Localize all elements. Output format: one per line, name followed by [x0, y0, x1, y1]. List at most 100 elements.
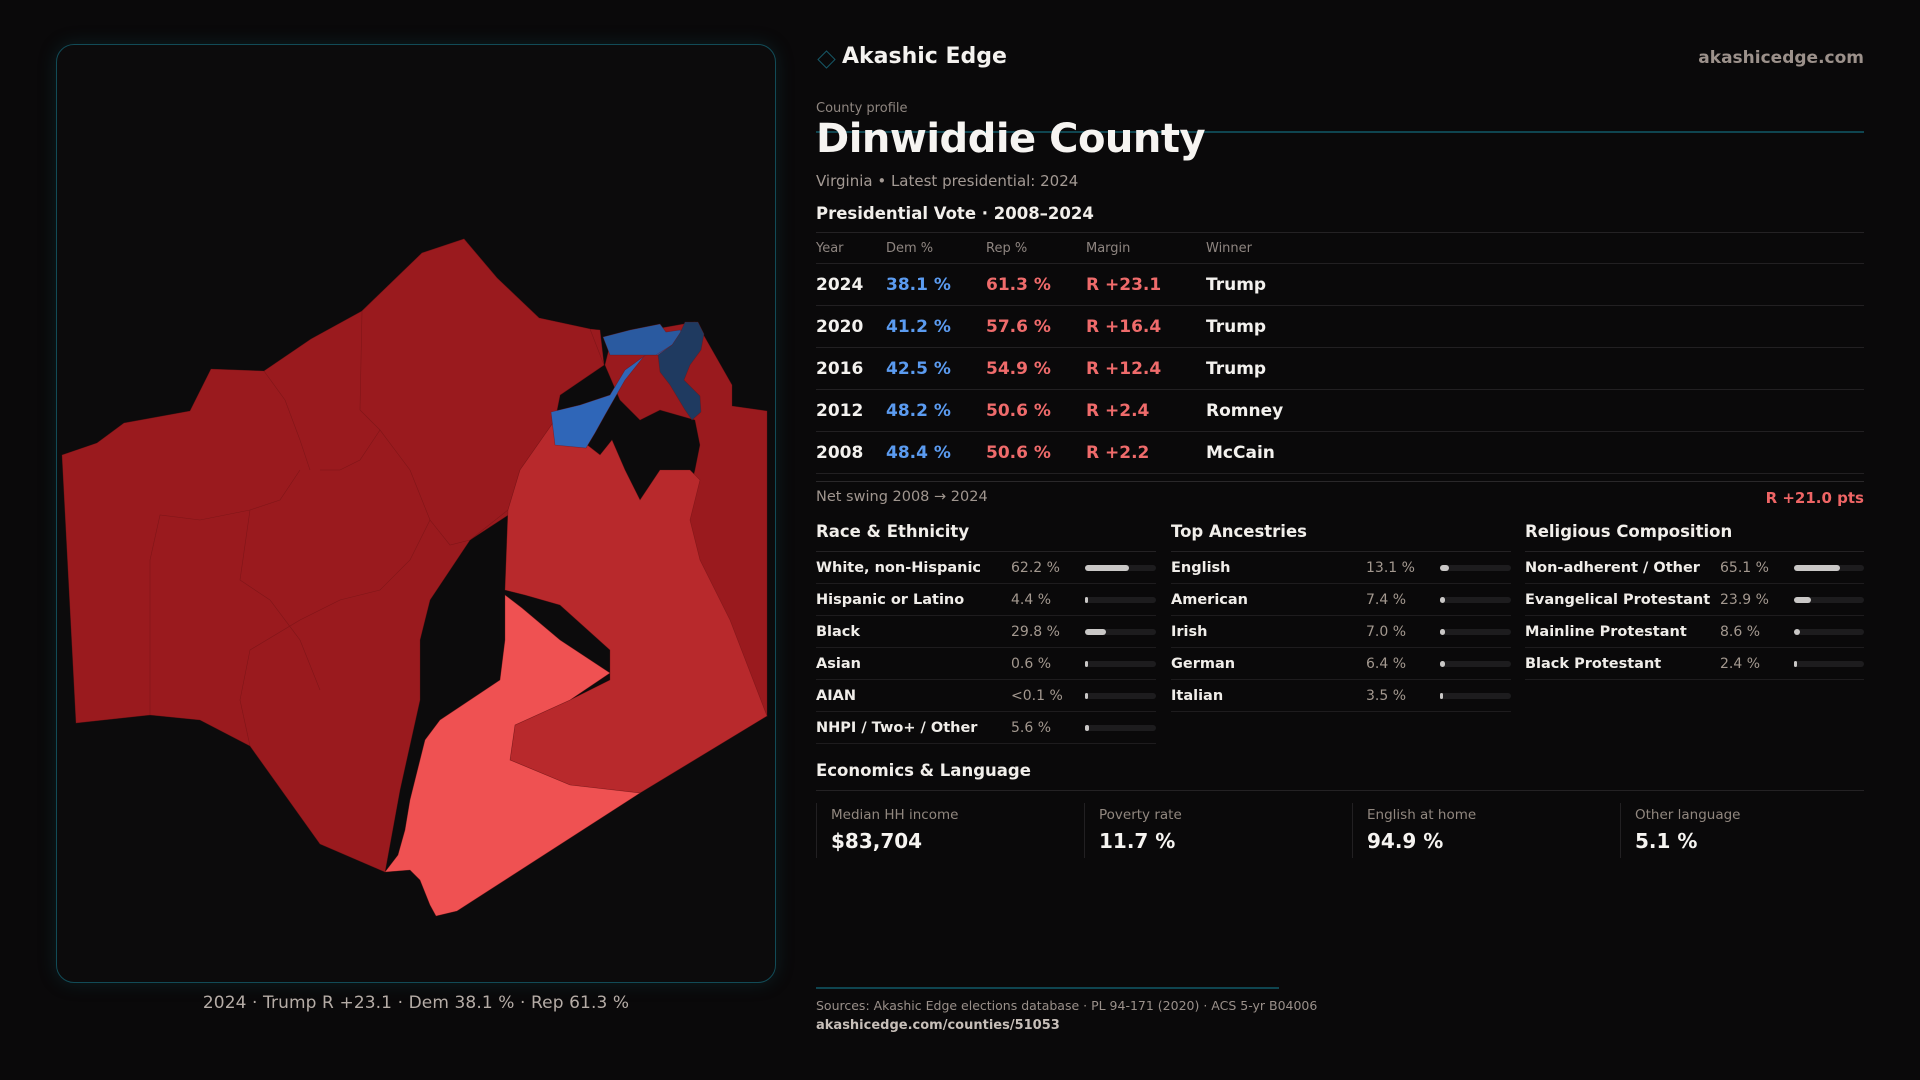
stat-value: 0.6 % [1011, 656, 1052, 672]
vote-table-row: 2016 42.5 % 54.9 % R +12.4 Trump [816, 348, 1864, 390]
stat-row: Irish 7.0 % [1171, 616, 1511, 648]
precinct-border [149, 370, 431, 747]
vote-cell-year: 2008 [816, 443, 864, 463]
stat-bar-fill [1085, 597, 1089, 603]
swing-divider [816, 481, 1864, 482]
stat-bar-fill [1085, 725, 1089, 731]
econ-value: 5.1 % [1635, 829, 1698, 853]
source-url-link[interactable]: akashicedge.com/counties/51053 [816, 1018, 1060, 1033]
race-section-title: Race & Ethnicity [816, 522, 970, 541]
vote-divider [816, 232, 1864, 233]
stat-row: Asian 0.6 % [816, 648, 1156, 680]
col-winner: Winner [1206, 241, 1253, 256]
stat-label: Irish [1171, 624, 1208, 640]
stat-value: 5.6 % [1011, 720, 1052, 736]
econ-label: English at home [1367, 807, 1477, 823]
stat-bar-track [1440, 661, 1511, 667]
stat-label: American [1171, 592, 1248, 608]
stat-label: White, non-Hispanic [816, 560, 982, 576]
stat-row: Italian 3.5 % [1171, 680, 1511, 712]
vote-cell-margin: R +2.4 [1086, 401, 1150, 421]
vote-cell-year: 2012 [816, 401, 864, 421]
stat-row: American 7.4 % [1171, 584, 1511, 616]
stat-row: Black Protestant 2.4 % [1525, 648, 1864, 680]
sources-divider [816, 987, 1279, 989]
swing-value: R +21.0 pts [1765, 489, 1864, 507]
stat-label: Hispanic or Latino [816, 592, 965, 608]
stat-label: Asian [816, 656, 861, 672]
econ-other-language: Other language 5.1 % [1620, 803, 1880, 858]
stat-label: Non-adherent / Other [1525, 560, 1700, 576]
vote-cell-winner: Romney [1206, 401, 1284, 421]
stat-bar-track [1794, 597, 1864, 603]
vote-cell-winner: McCain [1206, 443, 1275, 463]
economics-grid: Median HH income $83,704 Poverty rate 11… [816, 803, 1864, 858]
vote-table-header: Year Dem % Rep % Margin Winner [816, 233, 1864, 264]
vote-table-row: 2008 48.4 % 50.6 % R +2.2 McCain [816, 432, 1864, 474]
race-divider [816, 551, 1156, 552]
stat-bar-track [1440, 597, 1511, 603]
vote-cell-dem: 41.2 % [886, 317, 951, 337]
stat-bar-track [1085, 597, 1156, 603]
stat-bar-track [1085, 661, 1156, 667]
vote-cell-rep: 61.3 % [986, 275, 1051, 295]
brand-header: Akashic Edge akashicedge.com [816, 44, 1864, 133]
stat-label: Black [816, 624, 861, 640]
econ-poverty-rate: Poverty rate 11.7 % [1084, 803, 1344, 858]
vote-section-title: Presidential Vote · 2008–2024 [816, 204, 1094, 223]
stat-label: Black Protestant [1525, 656, 1662, 672]
header-divider [816, 131, 1864, 133]
precinct-south[interactable] [384, 594, 641, 917]
page-eyebrow: County profile [816, 101, 908, 116]
vote-cell-rep: 50.6 % [986, 443, 1051, 463]
vote-cell-rep: 54.9 % [986, 359, 1051, 379]
stat-bar-track [1794, 565, 1864, 571]
stat-value: 7.0 % [1366, 624, 1407, 640]
vote-cell-winner: Trump [1206, 359, 1267, 379]
col-dem: Dem % [886, 241, 934, 256]
vote-table-row: 2020 41.2 % 57.6 % R +16.4 Trump [816, 306, 1864, 348]
col-margin: Margin [1086, 241, 1131, 256]
vote-cell-year: 2020 [816, 317, 864, 337]
brand-url-link[interactable]: akashicedge.com [1698, 48, 1864, 68]
stat-row: Hispanic or Latino 4.4 % [816, 584, 1156, 616]
precinct-dem-strong[interactable] [657, 321, 705, 421]
ancestry-divider [1171, 551, 1511, 552]
econ-value: $83,704 [831, 829, 923, 853]
stat-bar-track [1085, 565, 1156, 571]
vote-cell-winner: Trump [1206, 317, 1267, 337]
vote-cell-margin: R +2.2 [1086, 443, 1150, 463]
page-subtitle: Virginia • Latest presidential: 2024 [816, 172, 1079, 190]
ancestry-section-title: Top Ancestries [1171, 522, 1307, 541]
stat-bar-track [1085, 693, 1156, 699]
stat-bar-fill [1794, 565, 1840, 571]
stat-bar-fill [1440, 597, 1446, 603]
vote-cell-year: 2024 [816, 275, 864, 295]
stat-bar-fill [1440, 629, 1445, 635]
stat-bar-fill [1440, 693, 1443, 699]
stat-value: 3.5 % [1366, 688, 1407, 704]
vote-cell-margin: R +16.4 [1086, 317, 1162, 337]
econ-label: Poverty rate [1099, 807, 1182, 823]
stat-row: Black 29.8 % [816, 616, 1156, 648]
stat-value: 65.1 % [1720, 560, 1769, 576]
econ-median-income: Median HH income $83,704 [816, 803, 1076, 858]
col-year: Year [816, 241, 844, 256]
economics-section-title: Economics & Language [816, 761, 1031, 780]
stat-bar-fill [1085, 661, 1088, 667]
econ-label: Other language [1635, 807, 1741, 823]
stat-row: Mainline Protestant 8.6 % [1525, 616, 1864, 648]
precinct-northcentral[interactable] [359, 238, 605, 546]
stat-row: Evangelical Protestant 23.9 % [1525, 584, 1864, 616]
stat-label: Italian [1171, 688, 1224, 704]
stat-value: 13.1 % [1366, 560, 1415, 576]
vote-cell-margin: R +23.1 [1086, 275, 1162, 295]
ancestry-list: English 13.1 % American 7.4 % Irish 7.0 % Germ… [1171, 552, 1511, 712]
brand-name: Akashic Edge [842, 44, 1007, 69]
race-list: White, non-Hispanic 62.2 % Hispanic or Lat… [816, 552, 1156, 744]
stat-value: 2.4 % [1720, 656, 1761, 672]
stat-label: Mainline Protestant [1525, 624, 1687, 640]
vote-cell-margin: R +12.4 [1086, 359, 1162, 379]
stat-value: 62.2 % [1011, 560, 1060, 576]
